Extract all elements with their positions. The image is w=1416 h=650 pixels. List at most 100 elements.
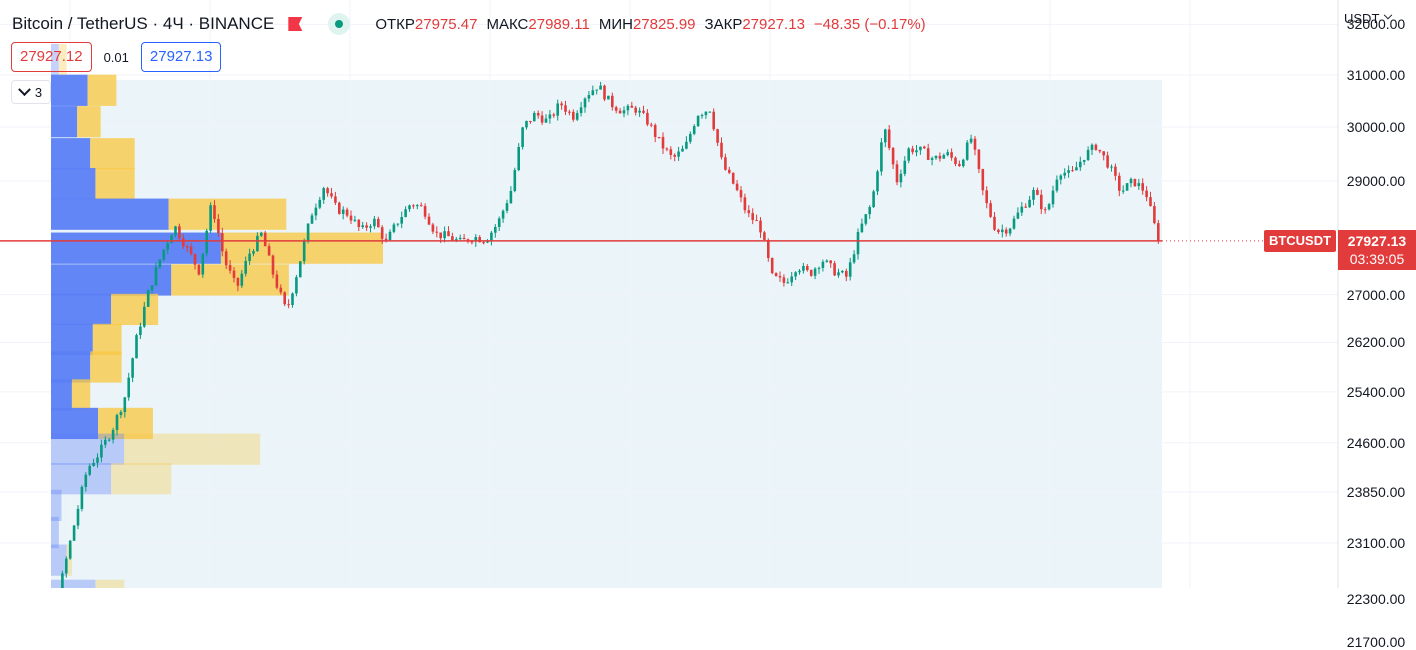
candle-body: [1001, 229, 1004, 233]
candle-body: [1016, 212, 1020, 219]
candle-body: [1055, 179, 1059, 191]
candle-body: [322, 188, 325, 200]
candle-body: [248, 253, 251, 261]
candle-body: [891, 147, 895, 165]
candle-body: [673, 154, 676, 157]
candle-body: [1098, 149, 1102, 152]
candle-body: [579, 107, 583, 114]
candle-body: [1118, 175, 1121, 191]
volume-profile-down-bar: [220, 232, 383, 264]
candle-body: [1008, 228, 1012, 234]
chart-canvas[interactable]: [0, 0, 1416, 588]
volume-profile-down-bar: [87, 74, 117, 106]
candle-body: [365, 225, 368, 228]
candle-body: [685, 141, 688, 149]
candle-body: [213, 205, 216, 220]
candle-body: [388, 231, 392, 241]
candle-body: [1125, 183, 1129, 191]
candle-body: [170, 235, 173, 244]
candle-body: [135, 335, 138, 359]
volume-profile-up-bar: [51, 489, 62, 522]
flag-icon[interactable]: [288, 17, 302, 31]
candle-body: [1090, 144, 1094, 150]
candle-body: [735, 183, 739, 191]
candle-body: [182, 238, 185, 247]
candle-body: [930, 158, 934, 160]
candle-body: [178, 226, 181, 239]
candle-body: [310, 215, 314, 224]
candle-body: [782, 277, 786, 283]
candle-body: [490, 232, 493, 241]
volume-profile-up-bar: [51, 106, 78, 138]
candle-body: [260, 232, 263, 236]
price-tick-label: 30000.00: [1346, 119, 1406, 135]
volume-profile-up-bar: [51, 43, 59, 76]
candle-body: [369, 226, 372, 228]
candle-body: [587, 95, 591, 99]
candle-body: [965, 142, 969, 160]
indicators-toggle-button[interactable]: 3: [11, 80, 51, 104]
candle-body: [591, 90, 595, 96]
candle-body: [209, 205, 212, 231]
candle-body: [252, 251, 255, 254]
candle-body: [1036, 190, 1039, 195]
volume-profile-up-bar: [51, 232, 221, 264]
candle-body: [447, 231, 450, 237]
candle-body: [552, 114, 556, 116]
candle-body: [244, 260, 247, 274]
candle-body: [419, 205, 423, 207]
close-label: ЗАКР: [704, 15, 743, 33]
symbol-title[interactable]: Bitcoin / TetherUS · 4Ч · BINANCE: [12, 14, 275, 33]
candle-body: [751, 213, 754, 221]
candle-body: [743, 197, 747, 211]
candle-body: [1012, 218, 1016, 229]
chevron-down-icon: [18, 82, 31, 96]
candle-body: [361, 225, 364, 228]
candle-body: [1063, 172, 1066, 176]
candle-body: [400, 217, 403, 224]
price-tick-label: 31000.00: [1346, 66, 1406, 83]
candle-body: [942, 155, 946, 159]
sell-button[interactable]: 27927.12: [11, 42, 92, 72]
candle-body: [150, 285, 154, 291]
candle-body: [283, 292, 286, 305]
volume-profile-up-bar: [51, 379, 72, 411]
candle-body: [786, 282, 790, 284]
candle-body: [404, 209, 407, 218]
candle-body: [193, 253, 197, 265]
candle-body: [326, 188, 329, 194]
candle-body: [770, 257, 774, 274]
candle-body: [860, 223, 864, 233]
candle-body: [763, 232, 766, 240]
candle-body: [76, 508, 80, 526]
candle-body: [154, 267, 158, 286]
candle-body: [720, 142, 723, 158]
candle-body: [1145, 190, 1148, 198]
candle-body: [611, 95, 614, 108]
candle-body: [431, 224, 435, 232]
candle-body: [981, 169, 985, 191]
candle-body: [189, 246, 193, 254]
symbol-legend[interactable]: Bitcoin / TetherUS · 4Ч · BINANCE ОТКР 27…: [12, 12, 926, 36]
candle-body: [474, 237, 478, 242]
candle-body: [341, 209, 345, 214]
currency-label: USDT: [1344, 10, 1380, 26]
candle-body: [166, 243, 169, 250]
candle-body: [923, 146, 926, 149]
candle-body: [1149, 197, 1152, 207]
indicators-count: 3: [34, 84, 43, 100]
candle-body: [505, 203, 509, 211]
candle-body: [1032, 190, 1035, 200]
candle-body: [806, 265, 809, 271]
candle-body: [1043, 209, 1047, 211]
currency-selector[interactable]: USDT: [1344, 6, 1414, 30]
candle-body: [915, 150, 918, 153]
buy-button[interactable]: 27927.13: [140, 42, 222, 72]
open-label: ОТКР: [375, 15, 415, 33]
trade-buttons: 27927.12 0.01 27927.13: [11, 42, 222, 72]
candle-body: [1071, 170, 1074, 172]
candle-body: [1040, 194, 1043, 210]
volume-profile-down-bar: [92, 323, 122, 356]
candle-body: [96, 457, 99, 463]
candle-body: [100, 444, 103, 458]
